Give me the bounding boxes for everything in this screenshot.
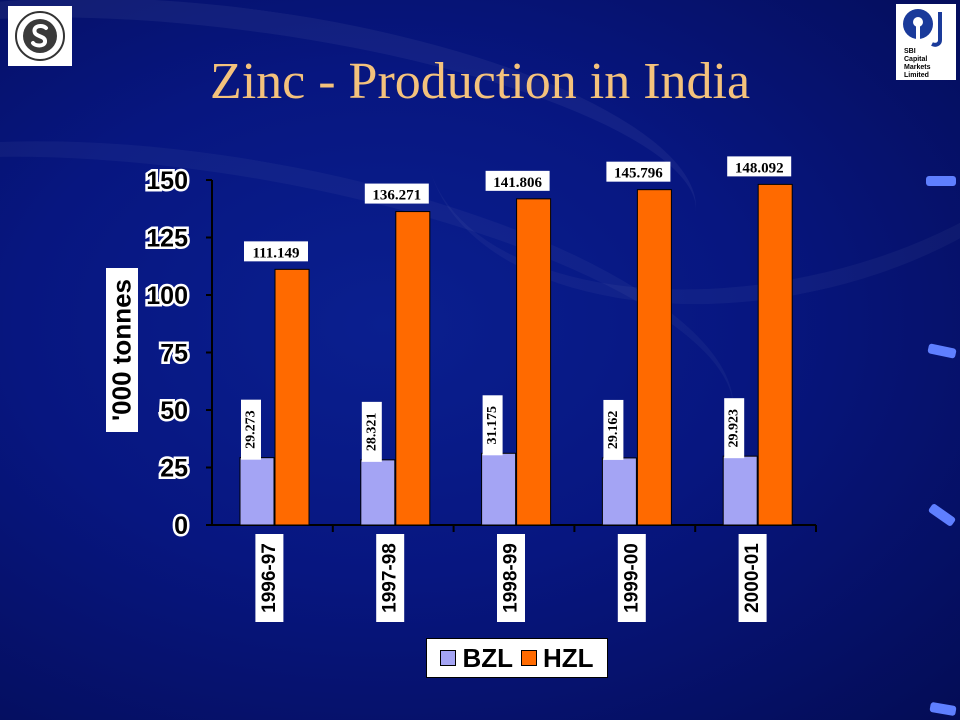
y-tick-label: 125	[146, 225, 188, 253]
data-label-bzl: 31.175	[485, 406, 500, 445]
x-tick-label-bg	[617, 534, 646, 622]
bar-bzl-1997-98	[360, 459, 396, 526]
data-label-hzl: 136.271	[372, 188, 421, 204]
bar-hzl-1996-97	[274, 268, 310, 526]
legend-entry-hzl: HZL	[521, 643, 594, 674]
bar-bzl-1998-99	[481, 452, 517, 526]
sbi-logo-text: SBI Capital Markets Limited	[904, 48, 931, 79]
data-label-hzl: 111.149	[252, 245, 299, 261]
x-tick-label: 2000-01	[742, 543, 763, 613]
data-label-bg	[361, 401, 382, 462]
legend-label-hzl: HZL	[543, 642, 594, 673]
x-tick-label: 1997-98	[380, 543, 401, 613]
slide-title: Zinc - Production in India	[209, 53, 751, 110]
y-tick-label: 75	[160, 340, 188, 368]
data-label-bg	[727, 156, 792, 177]
data-label-bg	[724, 398, 745, 459]
y-axis-label-background	[106, 268, 138, 432]
data-label-bg	[485, 170, 550, 191]
data-label-hzl: 145.796	[614, 166, 663, 182]
bar-bzl-1996-97	[239, 457, 275, 526]
bar-hzl-1998-99	[516, 198, 552, 526]
bar-hzl-1997-98	[395, 211, 431, 526]
x-tick-label: 1998-99	[501, 543, 522, 613]
decorative-dash	[926, 176, 956, 186]
bar-hzl-1999-00	[636, 189, 672, 526]
data-label-bzl: 29.162	[606, 411, 621, 450]
y-tick-label: 50	[160, 397, 188, 425]
x-tick-label-bg	[738, 534, 767, 622]
y-tick-label: 0	[174, 512, 188, 540]
data-label-bg	[482, 395, 503, 456]
sbi-capital-markets-logo: SBI Capital Markets Limited	[896, 4, 956, 80]
chart-legend: BZL HZL	[426, 638, 608, 678]
data-label-bzl: 29.923	[727, 409, 742, 448]
y-tick-label: 25	[160, 455, 188, 483]
data-label-bg	[606, 161, 671, 182]
x-tick-label-bg	[376, 534, 405, 622]
bar-bzl-1999-00	[601, 457, 637, 526]
data-label-bg	[364, 183, 429, 204]
x-tick-label: 1996-97	[259, 543, 280, 613]
data-label-hzl: 141.806	[493, 175, 542, 191]
data-label-bzl: 29.273	[244, 410, 259, 449]
data-label-bzl: 28.321	[364, 413, 379, 452]
y-tick-label: 100	[146, 282, 188, 310]
x-tick-label: 1999-00	[621, 543, 642, 613]
legend-label-bzl: BZL	[462, 642, 513, 673]
data-label-bg	[241, 399, 261, 460]
legend-swatch-hzl	[521, 650, 537, 666]
legend-swatch-bzl	[440, 650, 457, 666]
bar-hzl-2000-01	[757, 183, 793, 526]
x-tick-label-bg	[255, 534, 284, 622]
bar-bzl-2000-01	[722, 455, 758, 526]
data-label-bg	[244, 241, 308, 262]
data-label-bg	[603, 399, 624, 460]
legend-entry-bzl: BZL	[440, 643, 513, 674]
sterlite-logo	[8, 6, 72, 66]
y-tick-label: 150	[146, 167, 188, 195]
data-label-hzl: 148.092	[735, 160, 784, 176]
x-tick-label-bg	[497, 534, 525, 622]
